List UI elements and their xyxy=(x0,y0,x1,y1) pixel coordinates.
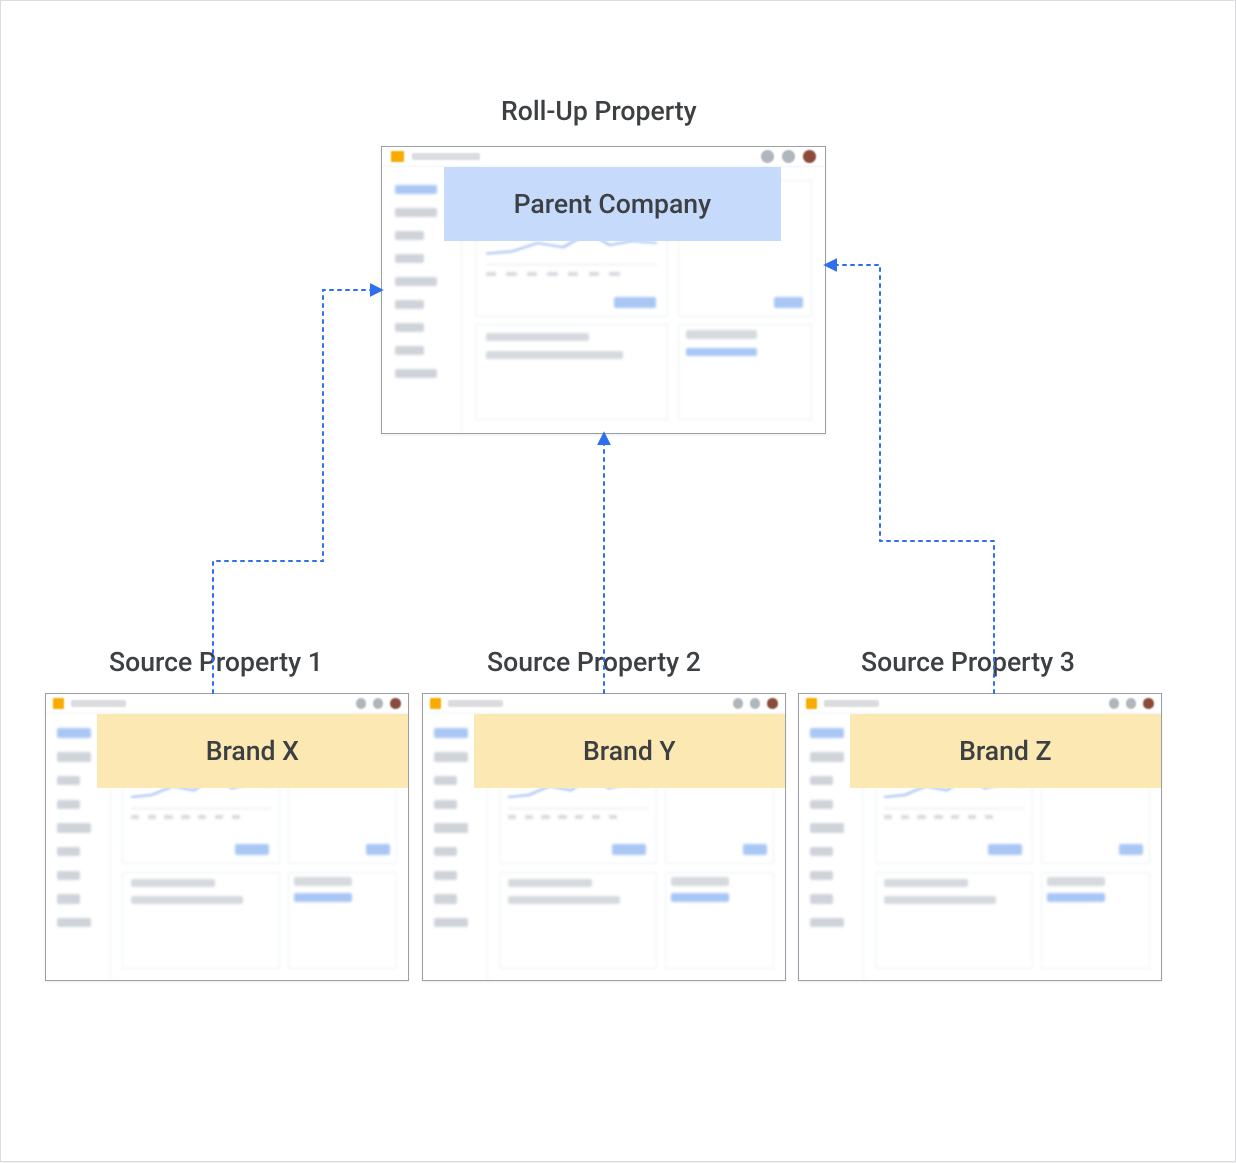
parent-company-chip: Parent Company xyxy=(444,167,781,241)
source2-title: Source Property 2 xyxy=(487,647,701,678)
rollup-title: Roll-Up Property xyxy=(501,96,697,127)
brand-x-chip: Brand X xyxy=(97,714,408,788)
source3-dashboard-thumb: Brand Z xyxy=(798,693,1162,981)
connector-left xyxy=(213,290,381,693)
source3-title: Source Property 3 xyxy=(861,647,1075,678)
source2-dashboard-thumb: Brand Y xyxy=(422,693,786,981)
diagram-canvas: Roll-Up Property Source Property 1 Sourc… xyxy=(0,0,1236,1162)
connector-right xyxy=(826,265,994,693)
brand-y-chip: Brand Y xyxy=(474,714,785,788)
source1-title: Source Property 1 xyxy=(109,647,323,678)
source1-dashboard-thumb: Brand X xyxy=(45,693,409,981)
brand-z-chip: Brand Z xyxy=(850,714,1161,788)
parent-dashboard-thumb: Parent Company xyxy=(381,146,826,434)
